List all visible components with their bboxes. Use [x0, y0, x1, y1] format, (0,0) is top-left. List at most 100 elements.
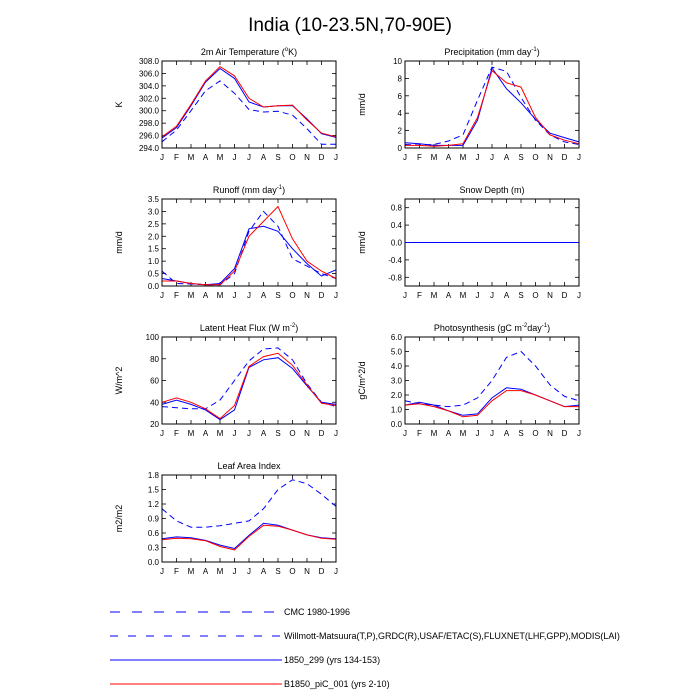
- y-tick-label: 80: [150, 355, 159, 364]
- panel-title: Photosynthesis (gC m-2day-1): [434, 323, 550, 333]
- series-line: [161, 65, 337, 138]
- y-tick-label: 0.9: [148, 515, 160, 524]
- series-line: [161, 210, 337, 286]
- panel-title-text: Leaf Area Index: [217, 461, 281, 471]
- x-tick-label: J: [160, 153, 164, 162]
- x-tick-label: A: [446, 291, 452, 300]
- y-tick-label: 2.0: [148, 232, 160, 241]
- y-tick-label: -0.8: [388, 273, 402, 282]
- x-tick-label: D: [319, 291, 325, 300]
- y-tick-label: 0.4: [391, 221, 403, 230]
- panel-title: Leaf Area Index: [217, 461, 281, 471]
- x-tick-label: D: [319, 567, 325, 576]
- legend-label: Willmott-Matsuura(T,P),GRDC(R),USAF/ETAC…: [284, 631, 620, 641]
- x-tick-label: O: [532, 291, 538, 300]
- series-line: [161, 352, 337, 420]
- chart-panel-0: 2m Air Temperature (oK) 294.0 296.0 298.0 30…: [114, 47, 338, 162]
- x-tick-label: M: [431, 153, 438, 162]
- legend: CMC 1980-1996 Willmott-Matsuura(T,P),GRDC…: [110, 607, 620, 689]
- chart-panel-2: Runoff (mm day-1) 0.0 0.5 1.0 1.5 2.0 2.5 3.0 3.…: [114, 185, 338, 300]
- chart-panel-5: Photosynthesis (gC m-2day-1) 0.0 1.0 2.0 3.0…: [357, 323, 581, 438]
- x-tick-label: M: [217, 153, 224, 162]
- x-tick-label: M: [188, 153, 195, 162]
- series-line: [405, 69, 580, 147]
- x-tick-label: M: [431, 429, 438, 438]
- chart-panels: 2m Air Temperature (oK)294.0296.0298.030…: [114, 47, 581, 576]
- x-tick-label: M: [460, 429, 467, 438]
- x-tick-label: J: [233, 429, 237, 438]
- x-tick-label: J: [247, 291, 251, 300]
- panel-title-text: Latent Heat Flux (W m: [200, 323, 290, 333]
- plot-frame: [161, 474, 337, 563]
- panel-title-suffix: ): [282, 185, 285, 195]
- x-tick-label: S: [518, 429, 523, 438]
- y-tick-label: 304.0: [139, 82, 160, 91]
- y-tick-label: 6: [398, 92, 403, 101]
- x-tick-label: J: [334, 429, 338, 438]
- y-tick-label: 5.0: [391, 348, 403, 357]
- y-tick-label: 3.0: [148, 207, 160, 216]
- x-tick-label: D: [562, 429, 568, 438]
- series-line: [404, 66, 580, 146]
- x-tick-label: F: [417, 429, 422, 438]
- x-tick-label: N: [304, 153, 310, 162]
- x-tick-label: F: [174, 291, 179, 300]
- x-tick-label: F: [174, 567, 179, 576]
- x-tick-label: F: [417, 153, 422, 162]
- y-tick-label: 40: [150, 398, 159, 407]
- x-tick-label: D: [562, 153, 568, 162]
- x-tick-label: J: [247, 153, 251, 162]
- x-tick-label: A: [446, 429, 452, 438]
- y-tick-label: 1.0: [391, 406, 403, 415]
- panel-title-superscript: -1: [277, 185, 283, 191]
- x-tick-label: D: [319, 429, 325, 438]
- x-tick-label: F: [417, 291, 422, 300]
- y-axis-label: gC/m^2/d: [357, 361, 367, 399]
- x-tick-label: J: [490, 153, 494, 162]
- y-tick-label: -0.4: [388, 256, 402, 265]
- y-tick-label: 294.0: [139, 144, 160, 153]
- panel-title-superscript: -2: [290, 323, 296, 329]
- panel-title-superscript: -2: [522, 323, 528, 329]
- x-tick-label: M: [217, 291, 224, 300]
- x-tick-label: J: [160, 291, 164, 300]
- x-tick-label: J: [233, 153, 237, 162]
- plot-frame: [404, 60, 580, 149]
- x-tick-label: N: [304, 291, 310, 300]
- x-tick-label: J: [476, 153, 480, 162]
- x-tick-label: F: [174, 153, 179, 162]
- x-tick-label: A: [504, 429, 510, 438]
- y-tick-label: 302.0: [139, 94, 160, 103]
- x-tick-label: A: [446, 153, 452, 162]
- x-tick-label: M: [188, 567, 195, 576]
- panel-title-text: Snow Depth (m): [459, 185, 524, 195]
- x-tick-label: J: [233, 567, 237, 576]
- x-tick-label: M: [217, 567, 224, 576]
- plot-frame: [161, 60, 337, 149]
- x-tick-label: A: [261, 429, 267, 438]
- y-tick-label: 296.0: [139, 132, 160, 141]
- y-tick-label: 2: [398, 127, 403, 136]
- x-tick-label: J: [247, 429, 251, 438]
- panel-title-text: Runoff (mm day: [213, 185, 277, 195]
- panel-title-text: 2m Air Temperature (: [201, 47, 285, 57]
- y-axis-label: K: [114, 101, 124, 107]
- y-tick-label: 10: [393, 57, 402, 66]
- y-tick-label: 1.0: [148, 257, 160, 266]
- x-tick-label: J: [247, 567, 251, 576]
- panel-title-suffix: day: [527, 323, 542, 333]
- y-tick-label: 1.8: [148, 471, 160, 480]
- y-tick-label: 8: [398, 74, 403, 83]
- y-tick-label: 3.5: [148, 195, 160, 204]
- x-tick-label: S: [275, 429, 280, 438]
- x-tick-label: A: [504, 291, 510, 300]
- x-tick-label: D: [562, 291, 568, 300]
- x-tick-label: J: [577, 429, 581, 438]
- panel-title-superscript: o: [285, 47, 289, 53]
- x-tick-label: A: [261, 291, 267, 300]
- x-tick-label: N: [547, 291, 553, 300]
